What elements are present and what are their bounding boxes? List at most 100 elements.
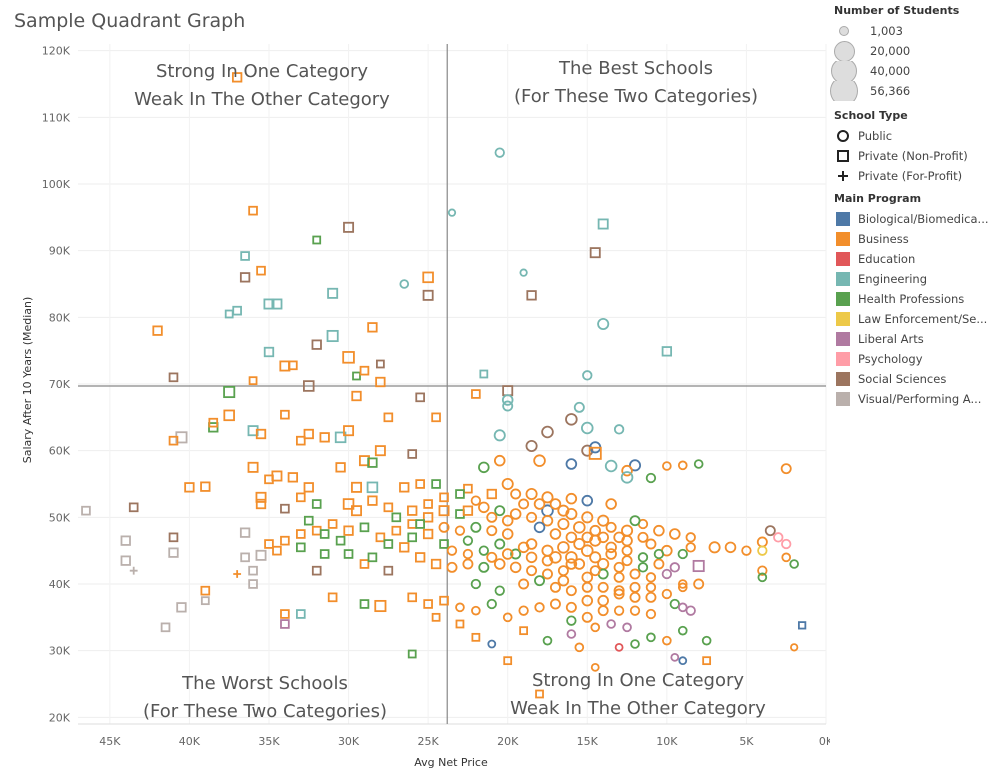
point-0 (231, 72, 243, 83)
point-170 (455, 602, 465, 613)
point-339 (541, 554, 554, 567)
point-259 (264, 539, 274, 549)
point-324 (303, 515, 314, 526)
point-294 (677, 625, 688, 636)
color-swatch-icon (836, 212, 850, 226)
point-125 (478, 501, 490, 514)
point-209 (446, 561, 458, 573)
point-79 (334, 431, 347, 444)
point-261 (407, 519, 418, 529)
point-184 (168, 547, 179, 558)
point-38 (479, 369, 489, 379)
point-325 (415, 519, 425, 529)
point-50 (223, 409, 235, 422)
size-legend-item: 56,366 (830, 81, 990, 101)
point-12 (399, 279, 410, 289)
point-247 (454, 525, 466, 536)
point-36 (582, 370, 593, 381)
point-305 (535, 689, 544, 699)
color-swatch-icon (836, 372, 850, 386)
point-150 (757, 572, 768, 583)
point-246 (470, 521, 482, 533)
point-70 (620, 471, 634, 484)
point-298 (702, 656, 712, 666)
point-165 (534, 602, 545, 613)
point-189 (81, 505, 91, 516)
point-164 (549, 598, 561, 610)
point-101 (431, 479, 441, 489)
point-51 (280, 409, 290, 420)
point-131 (573, 521, 586, 534)
quadrant-label-bottom-left-1: (For These Two Categories) (143, 701, 387, 722)
point-249 (422, 528, 434, 540)
point-212 (493, 558, 506, 570)
point-281 (549, 581, 561, 593)
y-tick-label-9: 110K (42, 111, 71, 124)
program-legend-item: Social Sciences (830, 369, 990, 389)
point-268 (533, 521, 546, 534)
point-226 (557, 541, 570, 554)
point-257 (296, 529, 306, 539)
point-24 (342, 351, 355, 364)
y-tick-label-2: 40K (49, 578, 71, 591)
point-208 (430, 558, 442, 570)
point-163 (565, 601, 577, 613)
y-tick-label-8: 100K (42, 178, 71, 191)
point-29 (288, 360, 298, 371)
point-59 (493, 429, 506, 442)
point-330 (510, 548, 522, 560)
point-264 (455, 489, 465, 499)
point-260 (391, 512, 402, 523)
point-231 (637, 531, 649, 543)
quadrant-labels: Strong In One Category Weak In The Other … (134, 58, 766, 722)
point-93 (264, 474, 274, 485)
point-295 (670, 652, 680, 662)
point-8 (589, 247, 601, 259)
point-306 (590, 662, 600, 672)
point-195 (255, 549, 267, 561)
school-type-legend-item: Public (830, 126, 990, 146)
point-151 (797, 621, 807, 630)
quadrant-label-top-right-1: (For These Two Categories) (514, 86, 758, 107)
point-82 (255, 428, 267, 440)
point-2 (447, 208, 457, 217)
point-1 (494, 147, 505, 158)
point-241 (645, 572, 657, 583)
x-tick-label-4: 25K (418, 735, 440, 748)
y-axis-ticks: 20K 30K 40K 50K 60K 70K 80K 90K 100K 110K 120K (42, 45, 71, 725)
point-214 (526, 565, 538, 577)
point-335 (621, 555, 633, 567)
point-304 (503, 656, 513, 666)
point-75 (780, 463, 792, 475)
point-248 (438, 521, 450, 533)
point-266 (486, 511, 498, 523)
point-311 (431, 612, 441, 622)
point-124 (462, 505, 474, 516)
point-77 (501, 477, 514, 491)
point-175 (359, 599, 370, 609)
point-315 (629, 605, 641, 616)
x-axis-ticks: 45K 40K 35K 30K 25K 20K 15K 10K 5K 0K (99, 735, 830, 748)
school-type-legend-title: School Type (834, 109, 908, 122)
x-tick-label-5: 20K (497, 735, 519, 748)
point-269 (549, 528, 562, 540)
point-145 (781, 538, 792, 550)
point-207 (415, 552, 426, 563)
color-swatch-icon (836, 312, 850, 326)
point-123 (455, 509, 465, 519)
point-173 (407, 592, 418, 603)
point-299 (622, 622, 632, 633)
school-type-label: Public (858, 129, 893, 143)
program-label: Social Sciences (858, 372, 947, 386)
program-legend-item: Liberal Arts (830, 329, 990, 349)
point-215 (542, 568, 553, 580)
point-73 (677, 460, 688, 471)
program-legend: Biological/Biomedica... Business Education… (830, 209, 990, 409)
program-legend-title: Main Program (834, 192, 922, 205)
point-72 (662, 461, 672, 471)
point-161 (597, 594, 609, 607)
point-181 (200, 585, 211, 596)
point-119 (383, 502, 394, 513)
program-legend-item: Engineering (830, 269, 990, 289)
point-152 (790, 643, 799, 652)
